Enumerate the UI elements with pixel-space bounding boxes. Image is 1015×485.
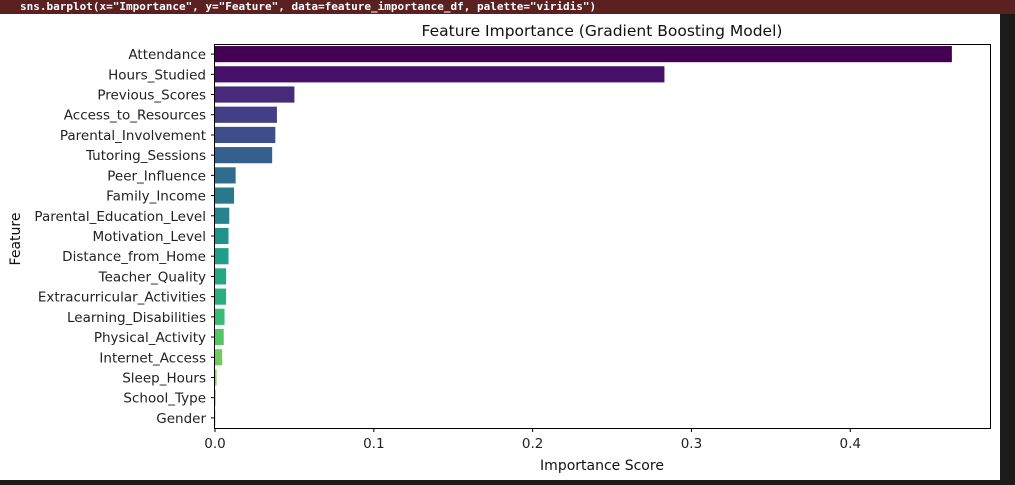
bar-attendance bbox=[215, 46, 952, 63]
y-tick-label: School_Type bbox=[123, 391, 206, 407]
bar-internet-access bbox=[215, 349, 223, 366]
bar-access-to-resources bbox=[215, 106, 277, 123]
bar-hours-studied bbox=[215, 66, 665, 83]
y-tick-label: Distance_from_Home bbox=[62, 249, 206, 265]
bar-previous-scores bbox=[215, 86, 295, 103]
y-tick-label: Physical_Activity bbox=[94, 330, 206, 346]
bar-motivation-level bbox=[215, 227, 229, 245]
bar-extracurricular-activities bbox=[215, 288, 227, 305]
x-tick-label: 0.3 bbox=[681, 436, 702, 452]
x-axis-label: Importance Score bbox=[540, 458, 664, 474]
y-tick-label: Teacher_Quality bbox=[98, 269, 206, 285]
bar-peer-influence bbox=[215, 167, 236, 184]
y-tick-label: Hours_Studied bbox=[108, 67, 206, 83]
y-tick-label: Learning_Disabilities bbox=[67, 310, 206, 326]
bars-group bbox=[215, 46, 952, 426]
code-line: sns.barplot(x="Importance", y="Feature",… bbox=[0, 0, 1015, 14]
y-tick-label: Access_to_Resources bbox=[64, 108, 206, 124]
x-tick-label: 0.0 bbox=[204, 436, 225, 452]
window-edge-right bbox=[1000, 14, 1015, 485]
bar-sleep-hours bbox=[215, 369, 217, 386]
bar-teacher-quality bbox=[215, 268, 227, 285]
x-tick-group: 0.0 0.1 0.2 0.3 0.4 bbox=[204, 428, 861, 452]
y-tick-label: Previous_Scores bbox=[97, 88, 206, 104]
y-tick-label: Tutoring_Sessions bbox=[85, 148, 206, 164]
y-tick-label: Sleep_Hours bbox=[122, 370, 206, 386]
y-tick-label: Extracurricular_Activities bbox=[38, 290, 206, 306]
x-tick-label: 0.2 bbox=[522, 436, 543, 452]
bar-physical-activity bbox=[215, 328, 224, 346]
chart-title: Feature Importance (Gradient Boosting Mo… bbox=[422, 22, 783, 40]
bar-learning-disabilities bbox=[215, 308, 225, 325]
y-tick-label: Internet_Access bbox=[99, 350, 206, 366]
y-axis-label: Feature bbox=[8, 213, 24, 266]
window-edge-bottom bbox=[0, 480, 1000, 485]
y-tick-label: Attendance bbox=[128, 47, 206, 63]
plot-frame bbox=[214, 44, 991, 429]
y-tick-label: Family_Income bbox=[106, 189, 206, 205]
bar-distance-from-home bbox=[215, 248, 229, 265]
bar-tutoring-sessions bbox=[215, 147, 273, 164]
y-tick-label: Motivation_Level bbox=[93, 229, 206, 245]
y-tick-label: Gender bbox=[156, 411, 206, 427]
bar-family-income bbox=[215, 187, 235, 204]
y-tick-label: Parental_Involvement bbox=[60, 128, 206, 144]
bar-parental-education-level bbox=[215, 207, 230, 224]
y-tick-group: Attendance Hours_Studied Previous_Scores Ac… bbox=[34, 47, 215, 427]
y-tick-label: Peer_Influence bbox=[107, 168, 206, 184]
y-tick-label: Parental_Education_Level bbox=[34, 209, 206, 225]
bar-school-type bbox=[215, 389, 216, 406]
x-tick-label: 0.4 bbox=[840, 436, 861, 452]
x-tick-label: 0.1 bbox=[363, 436, 384, 452]
code-line-text: sns.barplot(x="Importance", y="Feature",… bbox=[20, 0, 597, 13]
feature-importance-chart: Attendance Hours_Studied Previous_Scores Ac… bbox=[8, 22, 991, 474]
bar-parental-involvement bbox=[215, 126, 276, 144]
